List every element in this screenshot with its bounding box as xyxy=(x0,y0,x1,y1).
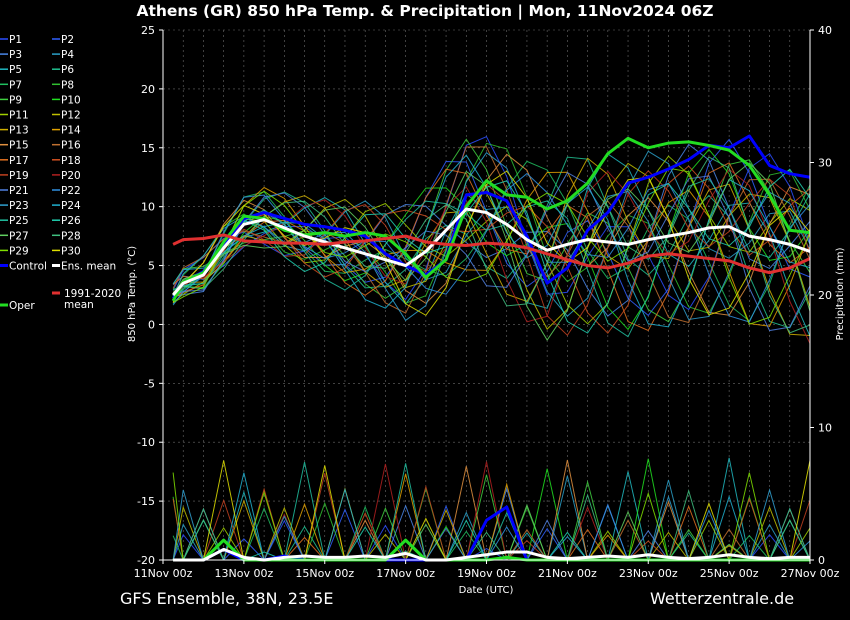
legend-label: P3 xyxy=(9,49,22,61)
legend-label: P16 xyxy=(61,140,81,152)
x-tick-label: 19Nov 00z xyxy=(457,567,516,580)
legend-label: Oper xyxy=(9,300,35,312)
legend-label: P20 xyxy=(61,170,81,182)
x-axis-label: Date (UTC) xyxy=(459,585,514,596)
legend-label: P14 xyxy=(61,125,81,137)
legend-label: P15 xyxy=(9,140,29,152)
member-precip-p30 xyxy=(173,460,811,561)
series-line-ens-mean xyxy=(171,207,811,296)
legend-label: P24 xyxy=(61,200,81,212)
member-line-p27 xyxy=(172,162,811,341)
y2-tick-label: 30 xyxy=(818,157,832,170)
y-tick-label: -10 xyxy=(137,436,155,449)
y2-tick-label: 40 xyxy=(818,24,832,37)
legend-label: P28 xyxy=(61,230,81,242)
chart-grid xyxy=(162,29,811,561)
legend-label: P26 xyxy=(61,215,81,227)
legend-label: P11 xyxy=(9,110,29,122)
y-tick-label: -15 xyxy=(137,495,155,508)
legend-label: P22 xyxy=(61,185,81,197)
legend-label: P7 xyxy=(9,79,22,91)
member-line-p3 xyxy=(172,143,811,317)
y-tick-label: -5 xyxy=(144,377,155,390)
legend-label: P13 xyxy=(9,125,29,137)
x-tick-label: 17Nov 00z xyxy=(376,567,435,580)
y-tick-label: 0 xyxy=(148,318,155,331)
precip-line-ens-mean xyxy=(173,547,810,562)
legend-label: P2 xyxy=(61,34,74,46)
y-tick-label: 10 xyxy=(141,201,155,214)
legend-label: P29 xyxy=(9,245,29,257)
ensemble-member-lines xyxy=(172,135,811,561)
legend-label: P8 xyxy=(61,79,74,91)
y-tick-label: 5 xyxy=(148,260,155,273)
legend-label: P25 xyxy=(9,215,29,227)
legend-label: P21 xyxy=(9,185,29,197)
member-line-p22 xyxy=(172,172,811,323)
member-precip-p25 xyxy=(173,461,811,561)
member-line-p15 xyxy=(172,153,811,316)
legend-label: P5 xyxy=(9,64,22,76)
member-line-p8 xyxy=(172,142,811,314)
legend-label: P1 xyxy=(9,34,22,46)
y-tick-label: 20 xyxy=(141,83,155,96)
member-line-p29 xyxy=(172,167,811,325)
legend-label: P12 xyxy=(61,110,81,122)
member-line-p23 xyxy=(172,152,811,322)
y-axis-label: 850 hPa Temp. (°C) xyxy=(127,246,138,342)
series-line-control xyxy=(171,134,811,300)
legend-label: Control xyxy=(9,261,47,273)
legend-label: P17 xyxy=(9,155,29,167)
legend-label: P6 xyxy=(61,64,74,76)
chart-axes: 25 20 15 10 5 0 -5 -10 -15 -20 40 30 20 10 0 11Nov 00z 1… xyxy=(134,24,840,580)
member-line-p14 xyxy=(172,171,811,327)
x-tick-label: 25Nov 00z xyxy=(700,567,759,580)
member-precip-p15 xyxy=(173,459,810,561)
x-tick-label: 15Nov 00z xyxy=(295,567,354,580)
x-tick-label: 27Nov 00z xyxy=(781,567,840,580)
legend-label: Ens. mean xyxy=(61,261,116,273)
legend-label: P9 xyxy=(9,94,22,106)
chart-legend: P1 P2 P3 P4 P5 P6 P7 P8 P9 P10 P11 P12 P13 P14 P15 P16 P… xyxy=(0,34,121,312)
x-tick-label: 11Nov 00z xyxy=(134,567,193,580)
legend-label: P30 xyxy=(61,245,81,257)
chart-title: Athens (GR) 850 hPa Temp. & Precipitatio… xyxy=(136,2,714,20)
y2-tick-label: 20 xyxy=(818,289,832,302)
x-tick-label: 13Nov 00z xyxy=(215,567,274,580)
y2-axis-label: Precipitation (mm) xyxy=(835,247,846,340)
legend-label: P19 xyxy=(9,170,29,182)
legend-label: P4 xyxy=(61,49,74,61)
legend-label: 1991-2020 mean xyxy=(64,288,121,311)
legend-label: P18 xyxy=(61,155,81,167)
legend-label: P23 xyxy=(9,200,29,212)
y-tick-label: 25 xyxy=(141,24,155,37)
model-location-caption: GFS Ensemble, 38N, 23.5E xyxy=(120,589,334,608)
x-tick-label: 21Nov 00z xyxy=(538,567,597,580)
member-precip-p20 xyxy=(173,461,810,561)
legend-label: P10 xyxy=(61,94,81,106)
y-tick-label: -20 xyxy=(137,554,155,567)
legend-label: P27 xyxy=(9,230,29,242)
x-tick-label: 23Nov 00z xyxy=(619,567,678,580)
y-tick-label: 15 xyxy=(141,142,155,155)
y2-tick-label: 0 xyxy=(818,554,825,567)
y2-tick-label: 10 xyxy=(818,422,832,435)
member-line-p28 xyxy=(172,156,811,334)
series-line-1991-2020-mean xyxy=(172,233,811,275)
site-credit: Wetterzentrale.de xyxy=(650,589,795,608)
